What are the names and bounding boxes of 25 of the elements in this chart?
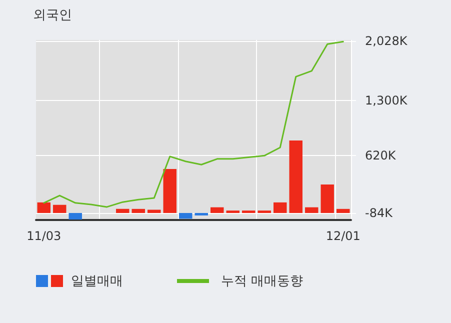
x-tick-label: 11/03 xyxy=(26,229,62,243)
line-series xyxy=(43,40,344,208)
y-tick-label: 1,300K xyxy=(365,93,408,108)
y-tick-label: 2,028K xyxy=(365,34,408,48)
y-tick-label: -84K xyxy=(365,206,394,220)
bar xyxy=(320,184,334,213)
bar xyxy=(148,210,161,213)
bar xyxy=(289,140,302,213)
bar xyxy=(336,208,350,213)
bar xyxy=(132,208,145,213)
bar xyxy=(163,169,176,213)
bar xyxy=(210,207,224,213)
x-tick-label: 12/01 xyxy=(326,229,360,243)
bar xyxy=(305,207,318,213)
legend-label: 일별매매 xyxy=(71,273,123,290)
bar xyxy=(68,212,82,220)
y-tick-label: 620K xyxy=(365,148,397,163)
bar xyxy=(194,212,208,216)
chart-title: 외국인 xyxy=(33,8,72,23)
bar xyxy=(274,202,287,213)
legend-label: 누적 매매동향 xyxy=(221,273,304,290)
bar xyxy=(116,208,130,213)
bar xyxy=(179,212,192,219)
bar xyxy=(53,204,66,213)
bar xyxy=(37,202,50,213)
